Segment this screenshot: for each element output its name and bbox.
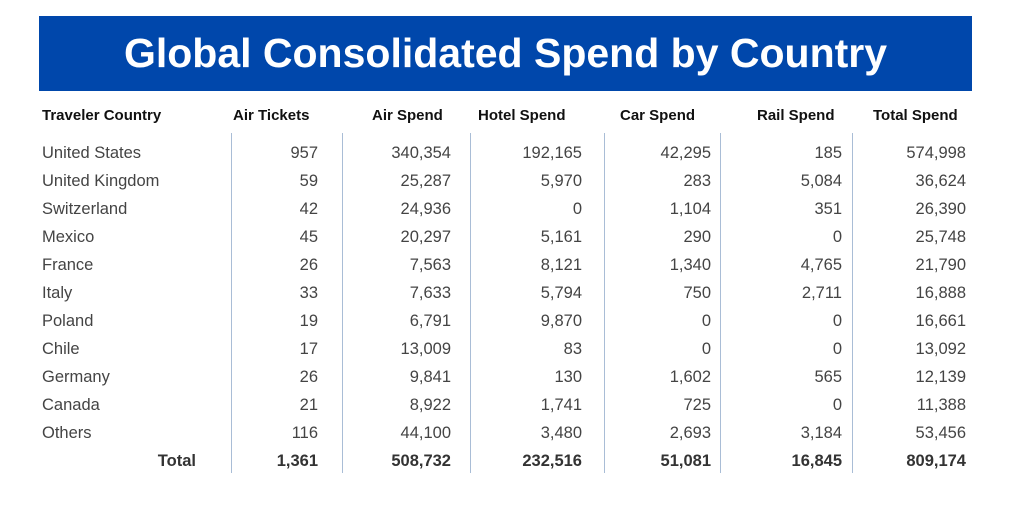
cell-rail-spend: 0 <box>832 340 842 358</box>
cell-hotel-spend: 9,870 <box>540 312 582 330</box>
cell-country: Switzerland <box>42 200 128 218</box>
cell-country: Poland <box>42 312 94 330</box>
cell-hotel-spend: 1,741 <box>540 396 582 414</box>
title-banner: Global Consolidated Spend by Country <box>39 16 972 91</box>
cell-car-spend: 2,693 <box>669 424 711 442</box>
cell-air-tickets: 21 <box>299 396 318 414</box>
header-country: Traveler Country <box>42 107 162 124</box>
cell-air-tickets: 957 <box>290 144 318 162</box>
cell-rail-spend: 4,765 <box>800 256 842 274</box>
cell-air-tickets: 59 <box>299 172 318 190</box>
cell-rail-spend: 0 <box>832 396 842 414</box>
cell-rail-spend: 0 <box>832 312 842 330</box>
cell-air-tickets: 33 <box>299 284 318 302</box>
cell-total-spend: 12,139 <box>915 368 966 386</box>
total-air-tickets: 1,361 <box>276 452 318 470</box>
column-divider <box>720 133 721 473</box>
cell-hotel-spend: 5,161 <box>540 228 582 246</box>
cell-total-spend: 53,456 <box>915 424 966 442</box>
cell-air-tickets: 26 <box>299 368 318 386</box>
cell-air-spend: 44,100 <box>400 424 451 442</box>
cell-total-spend: 21,790 <box>915 256 966 274</box>
cell-air-spend: 13,009 <box>400 340 451 358</box>
cell-total-spend: 13,092 <box>915 340 966 358</box>
cell-air-tickets: 116 <box>291 424 318 442</box>
cell-country: United States <box>42 144 142 162</box>
header-hotel-spend: Hotel Spend <box>478 107 566 124</box>
cell-total-spend: 16,661 <box>915 312 966 330</box>
cell-hotel-spend: 83 <box>563 340 582 358</box>
cell-hotel-spend: 192,165 <box>522 144 582 162</box>
column-divider <box>604 133 605 473</box>
cell-hotel-spend: 8,121 <box>540 256 582 274</box>
cell-car-spend: 750 <box>683 284 711 302</box>
cell-total-spend: 25,748 <box>915 228 966 246</box>
header-air-spend: Air Spend <box>372 107 443 124</box>
cell-country: Italy <box>42 284 73 302</box>
header-rail-spend: Rail Spend <box>757 107 835 124</box>
header-total-spend: Total Spend <box>873 107 958 124</box>
cell-hotel-spend: 5,970 <box>540 172 582 190</box>
column-divider <box>470 133 471 473</box>
cell-car-spend: 42,295 <box>660 144 711 162</box>
cell-total-spend: 36,624 <box>915 172 966 190</box>
cell-rail-spend: 5,084 <box>800 172 842 190</box>
cell-car-spend: 283 <box>683 172 711 190</box>
cell-air-tickets: 19 <box>299 312 318 330</box>
page-title: Global Consolidated Spend by Country <box>123 30 888 76</box>
cell-rail-spend: 2,711 <box>801 284 842 302</box>
cell-air-spend: 7,633 <box>409 284 451 302</box>
cell-air-tickets: 26 <box>299 256 318 274</box>
cell-country: Canada <box>42 396 100 414</box>
cell-rail-spend: 185 <box>814 144 842 162</box>
cell-hotel-spend: 130 <box>554 368 582 386</box>
cell-rail-spend: 0 <box>832 228 842 246</box>
cell-air-tickets: 45 <box>299 228 318 246</box>
column-divider <box>231 133 232 473</box>
cell-air-spend: 9,841 <box>409 368 451 386</box>
total-car-spend: 51,081 <box>660 452 711 470</box>
cell-air-tickets: 42 <box>299 200 318 218</box>
cell-air-spend: 7,563 <box>409 256 451 274</box>
cell-car-spend: 725 <box>683 396 711 414</box>
total-rail-spend: 16,845 <box>791 452 842 470</box>
cell-country: Chile <box>42 340 80 358</box>
header-car-spend: Car Spend <box>620 107 696 124</box>
cell-car-spend: 0 <box>701 312 711 330</box>
cell-car-spend: 0 <box>701 340 711 358</box>
cell-air-spend: 8,922 <box>409 396 451 414</box>
cell-hotel-spend: 5,794 <box>540 284 582 302</box>
cell-total-spend: 26,390 <box>915 200 966 218</box>
cell-car-spend: 1,602 <box>669 368 711 386</box>
total-total-spend: 809,174 <box>906 452 966 470</box>
cell-country: Mexico <box>42 228 95 246</box>
cell-air-spend: 6,791 <box>409 312 451 330</box>
cell-air-spend: 340,354 <box>391 144 451 162</box>
cell-total-spend: 16,888 <box>915 284 966 302</box>
cell-car-spend: 1,340 <box>669 256 711 274</box>
cell-rail-spend: 351 <box>814 200 842 218</box>
cell-air-spend: 20,297 <box>400 228 451 246</box>
cell-hotel-spend: 0 <box>572 200 582 218</box>
cell-country: Others <box>42 424 92 442</box>
cell-country: France <box>42 256 94 274</box>
cell-air-spend: 24,936 <box>400 200 451 218</box>
cell-car-spend: 290 <box>683 228 711 246</box>
cell-total-spend: 574,998 <box>906 144 966 162</box>
cell-air-spend: 25,287 <box>400 172 451 190</box>
cell-country: Germany <box>42 368 110 386</box>
header-air-tickets: Air Tickets <box>233 107 310 124</box>
cell-rail-spend: 565 <box>814 368 842 386</box>
cell-total-spend: 11,388 <box>916 396 966 414</box>
cell-hotel-spend: 3,480 <box>540 424 582 442</box>
column-divider <box>342 133 343 473</box>
total-hotel-spend: 232,516 <box>522 452 582 470</box>
total-label: Total <box>157 452 196 470</box>
column-divider <box>852 133 853 473</box>
cell-rail-spend: 3,184 <box>800 424 842 442</box>
cell-car-spend: 1,104 <box>669 200 711 218</box>
cell-country: United Kingdom <box>42 172 160 190</box>
total-air-spend: 508,732 <box>391 452 451 470</box>
cell-air-tickets: 17 <box>299 340 318 358</box>
